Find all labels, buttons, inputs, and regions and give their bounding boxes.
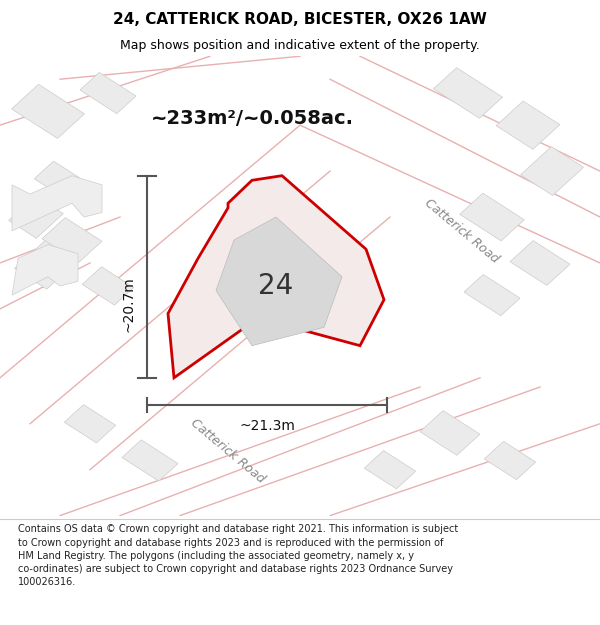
Polygon shape: [484, 441, 536, 479]
Polygon shape: [9, 196, 63, 238]
Text: Map shows position and indicative extent of the property.: Map shows position and indicative extent…: [120, 39, 480, 52]
Polygon shape: [122, 440, 178, 481]
Text: ~233m²/~0.058ac.: ~233m²/~0.058ac.: [151, 109, 353, 127]
Polygon shape: [520, 147, 584, 196]
Text: Contains OS data © Crown copyright and database right 2021. This information is : Contains OS data © Crown copyright and d…: [18, 524, 458, 587]
Polygon shape: [433, 68, 503, 118]
Polygon shape: [80, 72, 136, 114]
Text: ~20.7m: ~20.7m: [122, 277, 136, 332]
Polygon shape: [168, 176, 384, 378]
Polygon shape: [42, 217, 102, 262]
Polygon shape: [14, 237, 82, 289]
Polygon shape: [464, 274, 520, 316]
Text: Catterick Road: Catterick Road: [188, 417, 268, 486]
Polygon shape: [12, 176, 102, 231]
Text: Catterick Road: Catterick Road: [422, 196, 502, 266]
Polygon shape: [82, 267, 134, 305]
Polygon shape: [496, 101, 560, 149]
Polygon shape: [12, 244, 78, 295]
Polygon shape: [364, 451, 416, 489]
Polygon shape: [34, 161, 86, 199]
Polygon shape: [510, 241, 570, 286]
Text: 24: 24: [259, 272, 293, 300]
Polygon shape: [64, 404, 116, 443]
Polygon shape: [420, 411, 480, 455]
Text: ~21.3m: ~21.3m: [239, 419, 295, 433]
Text: 24, CATTERICK ROAD, BICESTER, OX26 1AW: 24, CATTERICK ROAD, BICESTER, OX26 1AW: [113, 12, 487, 28]
Polygon shape: [11, 84, 85, 139]
Polygon shape: [460, 193, 524, 241]
Polygon shape: [216, 217, 342, 346]
